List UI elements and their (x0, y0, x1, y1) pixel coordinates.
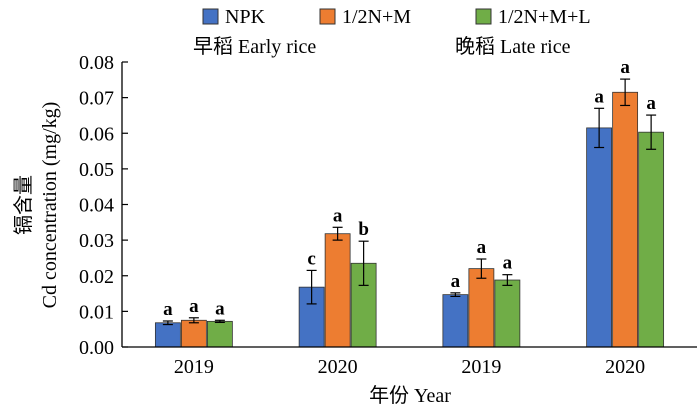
sig-label-s2-c3: a (646, 93, 656, 114)
error-bar-s0-c1 (306, 269, 317, 305)
y-tick-label-8: 0.08 (79, 52, 114, 74)
legend: NPK 1/2N+M 1/2N+M+L (202, 6, 591, 28)
bar-s0-c2 (442, 294, 469, 348)
y-axis-title: Cd concentration (mg/kg) (39, 102, 61, 309)
y-tick-label-0: 0.00 (79, 337, 114, 359)
bar-s1-c0 (180, 319, 207, 348)
error-bar-s1-c0 (188, 317, 199, 324)
sig-label-s0-c3: a (594, 86, 604, 107)
panel-labels: 早稻 Early rice 晚稻 Late rice (193, 35, 571, 58)
error-bar-s2-c1 (358, 240, 369, 286)
panel-label-1: 晚稻 Late rice (455, 35, 571, 58)
panel-label-0: 早稻 Early rice (193, 35, 316, 58)
error-bar-s0-c0 (162, 320, 173, 326)
sig-label-s1-c2: a (477, 237, 487, 258)
x-axis-title: 年份 Year (369, 384, 451, 407)
error-bar-s2-c3 (646, 114, 657, 150)
sig-label-s0-c1: c (307, 248, 315, 269)
y-tick-label-7: 0.07 (79, 88, 114, 110)
y-axis: 0.00 0.01 0.02 0.03 0.04 0.05 0.06 0.07 0.08 (79, 52, 128, 359)
sig-label-s1-c1: a (333, 205, 343, 226)
y-tick-label-4: 0.04 (79, 195, 114, 217)
bar-s1-c2 (468, 268, 495, 348)
legend-swatch-0 (202, 8, 219, 25)
error-bar-s1-c2 (476, 258, 487, 279)
bar-s2-c2 (494, 279, 521, 348)
sig-label-s2-c0: a (215, 298, 225, 319)
y-axis-title-cn: 镉含量 (12, 175, 35, 235)
error-bar-s2-c2 (502, 274, 513, 286)
sig-label-s2-c1: b (358, 219, 369, 240)
sig-label-s1-c3: a (620, 57, 630, 78)
x-tick-label-3: 2020 (605, 356, 645, 378)
legend-label-0: NPK (225, 6, 266, 28)
bar-s1-c1 (324, 233, 351, 348)
sig-label-s0-c0: a (163, 299, 173, 320)
y-tick-label-5: 0.05 (79, 159, 114, 181)
bar-s2-c0 (206, 320, 233, 348)
error-bar-s0-c3 (594, 107, 605, 149)
bar-s1-c3 (612, 91, 639, 348)
error-bar-s0-c2 (450, 292, 461, 298)
legend-swatch-2 (475, 8, 492, 25)
error-bar-s1-c3 (620, 78, 631, 107)
sig-label-s1-c0: a (189, 296, 199, 317)
sig-label-s2-c2: a (503, 253, 513, 274)
error-bar-s2-c0 (214, 319, 225, 324)
legend-swatch-1 (319, 8, 336, 25)
legend-label-1: 1/2N+M (342, 6, 411, 28)
x-axis: 2019 2020 2019 2020 (122, 346, 697, 378)
y-tick-label-2: 0.02 (79, 266, 114, 288)
legend-label-2: 1/2N+M+L (498, 6, 591, 28)
bar-s2-c3 (638, 131, 665, 348)
y-tick-label-6: 0.06 (79, 123, 114, 145)
axis-titles: 镉含量 Cd concentration (mg/kg) 年份 Year (12, 102, 451, 407)
error-bar-s1-c1 (332, 226, 343, 241)
y-tick-label-3: 0.03 (79, 230, 114, 252)
sig-label-s0-c2: a (451, 271, 461, 292)
bar-s0-c3 (586, 127, 613, 348)
y-tick-label-1: 0.01 (79, 301, 114, 323)
x-tick-label-1: 2020 (318, 356, 358, 378)
x-tick-label-0: 2019 (174, 356, 214, 378)
bar-s0-c0 (154, 322, 181, 348)
x-tick-label-2: 2019 (461, 356, 501, 378)
